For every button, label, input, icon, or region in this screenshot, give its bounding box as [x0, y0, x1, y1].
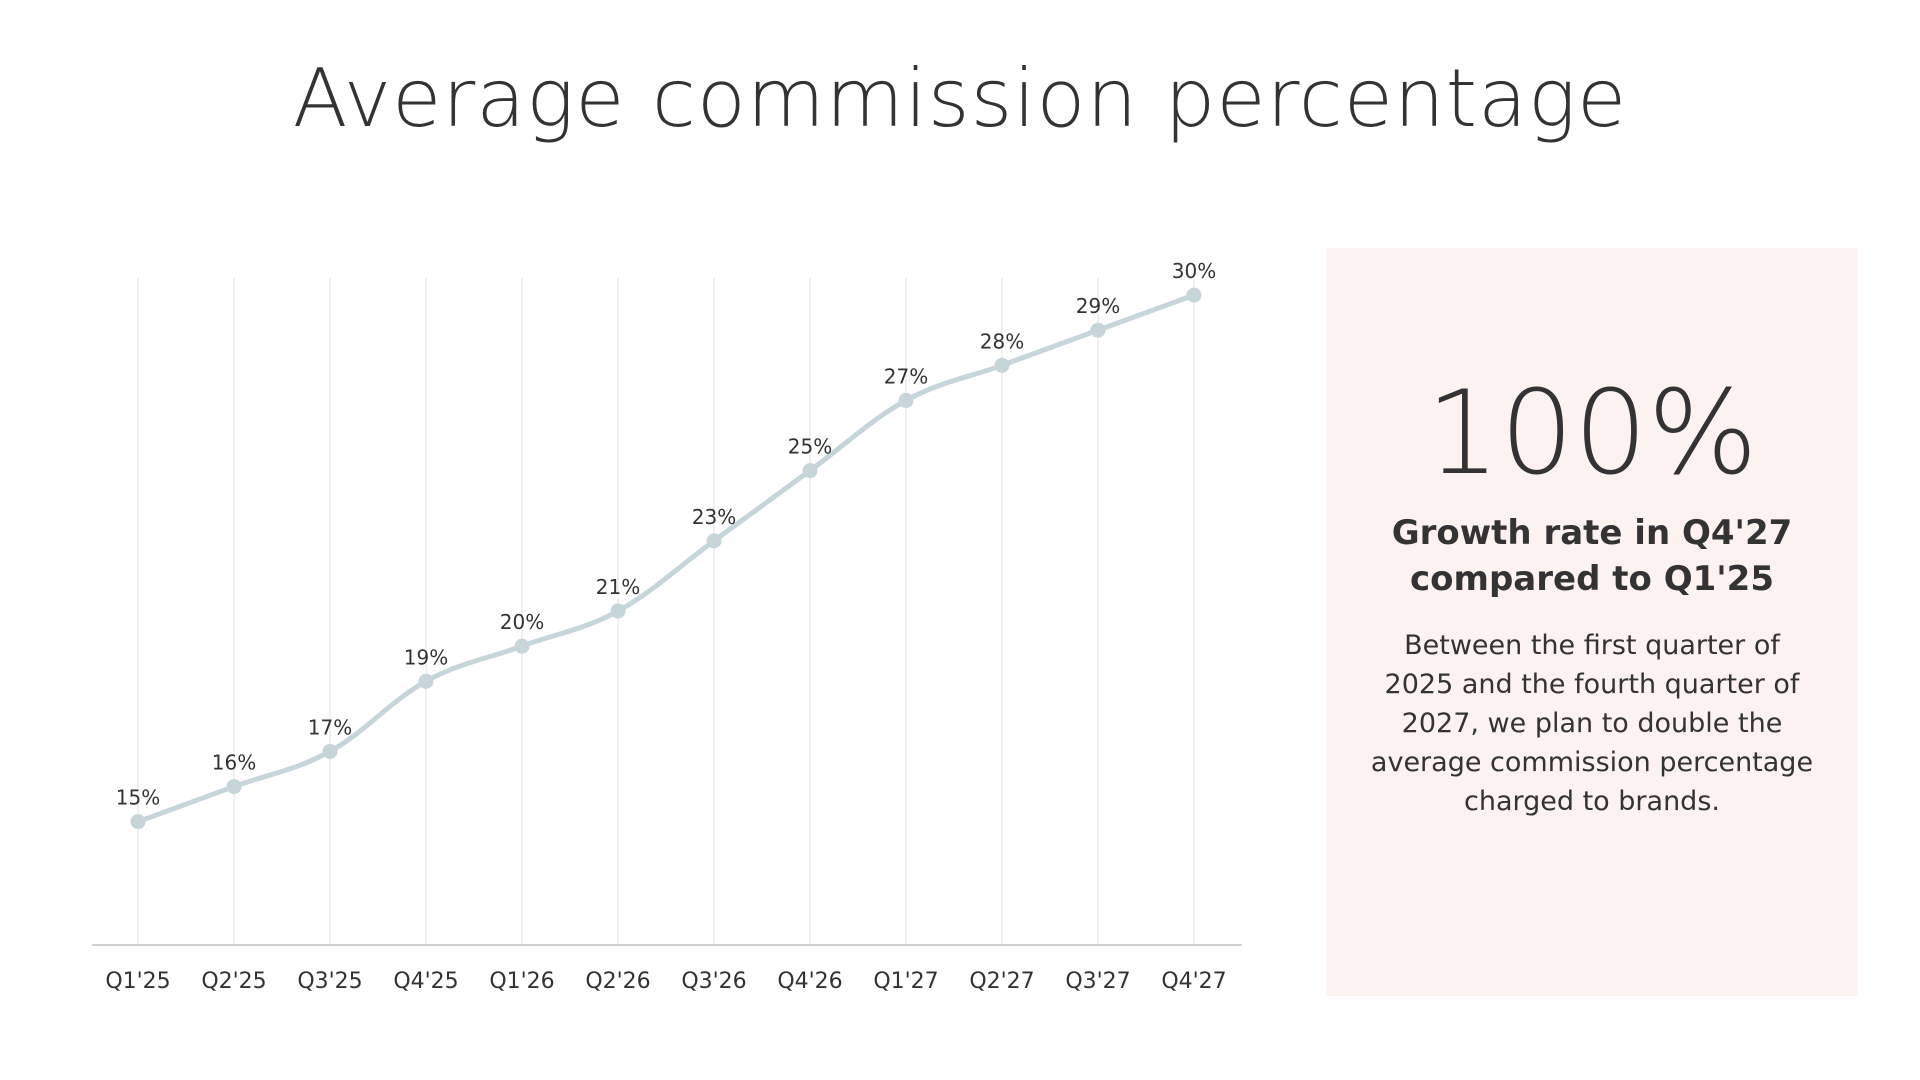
data-point [1186, 287, 1202, 303]
x-tick-label: Q2'25 [201, 969, 266, 994]
x-tick-label: Q1'27 [873, 969, 938, 994]
data-point [994, 357, 1010, 373]
page-title: Average commission percentage [292, 52, 1628, 145]
data-label: 19% [404, 645, 448, 669]
x-tick-label: Q2'27 [969, 969, 1034, 994]
data-point [1090, 322, 1106, 338]
x-tick-label: Q4'25 [393, 969, 458, 994]
x-tick-label: Q3'27 [1065, 969, 1130, 994]
data-point [610, 603, 626, 619]
data-label: 23% [692, 505, 736, 529]
data-point [898, 392, 914, 408]
x-tick-label: Q4'26 [777, 969, 842, 994]
data-label: 15% [116, 786, 160, 810]
x-tick-label: Q1'25 [105, 969, 170, 994]
data-label: 16% [212, 751, 256, 775]
x-tick-label: Q4'27 [1161, 969, 1226, 994]
growth-rate-label: Growth rate in Q4'27 compared to Q1'25 [1391, 513, 1793, 599]
data-label: 20% [500, 610, 544, 634]
data-point [130, 814, 146, 830]
growth-rate-value: 100% [1426, 366, 1758, 501]
data-point [706, 533, 722, 549]
stat-panel: 100% Growth rate in Q4'27 compared to Q1… [1326, 248, 1858, 996]
data-label: 25% [788, 435, 832, 459]
data-point [322, 743, 338, 759]
data-label: 30% [1172, 259, 1216, 283]
x-tick-label: Q3'25 [297, 969, 362, 994]
data-label: 27% [884, 364, 928, 388]
data-point [418, 673, 434, 689]
data-point [226, 779, 242, 795]
x-tick-label: Q1'26 [489, 969, 554, 994]
line-chart: Q1'25 Q2'25 Q3'25 Q4'25 Q1'26 Q2'26 Q3'26 Q4'26… [92, 259, 1242, 994]
data-label: 29% [1076, 294, 1120, 318]
data-label: 21% [596, 575, 640, 599]
series-line [135, 292, 1197, 825]
data-point [802, 463, 818, 479]
data-point [514, 638, 530, 654]
x-tick-label: Q3'26 [681, 969, 746, 994]
growth-rate-description: Between the first quarter of 2025 and th… [1370, 630, 1814, 817]
data-label: 17% [308, 715, 352, 739]
data-label: 28% [980, 329, 1024, 353]
x-tick-label: Q2'26 [585, 969, 650, 994]
